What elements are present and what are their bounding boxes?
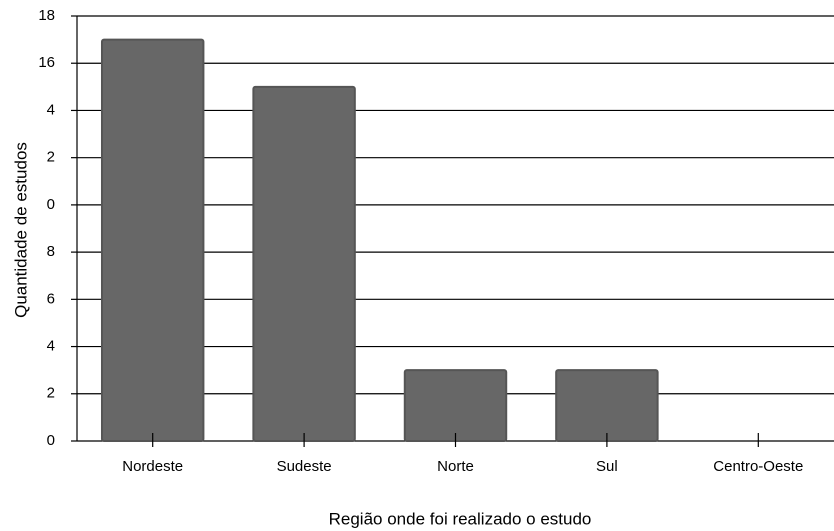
- y-tick-label: 16: [38, 54, 55, 71]
- y-tick-label: 4: [47, 338, 55, 355]
- y-tick-label: 2: [47, 385, 55, 402]
- bar: [403, 369, 508, 442]
- y-tick-label: 2: [47, 149, 55, 166]
- y-tick-label: 8: [47, 243, 55, 260]
- bar: [252, 85, 356, 442]
- x-tick-label: Norte: [437, 458, 474, 475]
- x-tick-label: Sul: [596, 458, 618, 475]
- x-tick-label: Sudeste: [277, 458, 332, 475]
- y-tick-label: 6: [47, 290, 55, 307]
- y-tick-label: 0: [47, 432, 55, 449]
- y-axis-title: Quantidade de estudos: [11, 142, 30, 318]
- y-tick-label: 4: [47, 101, 55, 118]
- x-axis-title: Região onde foi realizado o estudo: [329, 509, 592, 528]
- bar: [100, 38, 205, 442]
- x-tick-label: Nordeste: [122, 458, 183, 475]
- y-tick-label: 0: [47, 196, 55, 213]
- bar: [555, 369, 659, 442]
- y-tick-label: 18: [38, 7, 55, 24]
- x-tick-label: Centro-Oeste: [713, 458, 803, 475]
